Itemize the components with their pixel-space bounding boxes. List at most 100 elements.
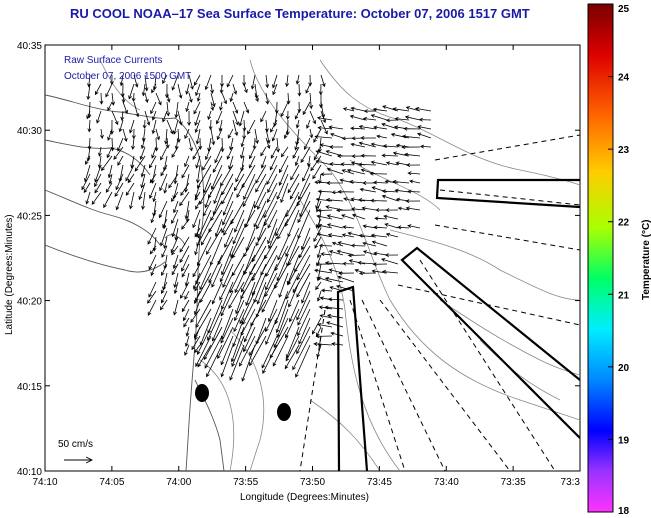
current-vector <box>149 155 157 169</box>
current-vector <box>192 272 201 290</box>
current-vector <box>160 146 168 161</box>
y-axis-ticks: 40:35 40:30 40:25 40:20 40:15 40:10 <box>17 41 580 478</box>
current-vector <box>216 128 223 141</box>
current-vector <box>318 243 333 248</box>
current-vector <box>358 271 377 276</box>
current-vector <box>217 326 234 360</box>
current-vector <box>265 317 278 345</box>
current-vector <box>243 236 256 258</box>
current-vector <box>196 326 212 355</box>
current-vector <box>297 308 311 337</box>
current-vector <box>229 344 245 381</box>
overlay-currents-time: October 07, 2006 1500 GMT <box>64 71 191 82</box>
current-vector <box>419 144 432 149</box>
current-vector <box>328 125 344 130</box>
current-vector <box>392 179 410 184</box>
current-vector <box>155 128 160 141</box>
current-vector <box>362 241 377 247</box>
current-vector <box>211 317 223 342</box>
y-tick-label: 40:20 <box>17 297 42 308</box>
current-vector <box>314 134 333 139</box>
current-vector <box>125 164 135 182</box>
current-vector <box>87 119 92 133</box>
current-vector <box>310 155 322 172</box>
current-vector <box>316 232 333 238</box>
current-vector <box>100 155 113 172</box>
station-marker <box>277 403 291 421</box>
current-vector <box>267 209 278 229</box>
current-vector <box>188 137 193 152</box>
current-vector <box>111 110 119 126</box>
current-vector <box>219 101 223 111</box>
current-vector <box>248 146 256 160</box>
current-vector <box>303 137 311 151</box>
current-vector <box>250 74 256 90</box>
current-vector <box>253 200 267 228</box>
current-vector <box>83 182 91 194</box>
current-vector <box>384 179 399 184</box>
current-vector <box>315 150 333 157</box>
current-vector <box>212 155 223 173</box>
current-vector <box>260 155 267 169</box>
current-vector <box>354 268 366 274</box>
current-vector <box>210 128 216 146</box>
current-vector <box>270 119 278 133</box>
current-vector <box>285 227 300 257</box>
current-vector <box>342 225 355 230</box>
current-vector <box>390 132 410 139</box>
current-vector <box>184 155 190 168</box>
x-tick-label: 73:55 <box>233 477 258 488</box>
current-vector <box>121 92 126 104</box>
current-vector <box>99 92 104 105</box>
current-vector <box>127 173 135 184</box>
current-vector <box>181 254 190 272</box>
current-vector <box>349 179 366 184</box>
current-vector <box>219 83 224 94</box>
current-vector <box>256 281 267 305</box>
current-vector <box>324 276 344 283</box>
current-vector <box>296 272 311 298</box>
current-vector <box>329 145 343 149</box>
current-vector <box>159 173 168 192</box>
current-vector <box>199 263 212 291</box>
current-vector <box>294 137 300 151</box>
current-vector <box>147 227 157 245</box>
radar-dashed-lines <box>299 134 580 471</box>
current-vector <box>179 236 190 253</box>
current-vector <box>152 191 157 203</box>
current-vector <box>287 245 300 266</box>
current-vector <box>315 159 333 166</box>
current-vector <box>223 218 234 236</box>
current-vector <box>188 74 194 90</box>
current-vector <box>140 164 146 178</box>
current-vector <box>266 182 278 203</box>
current-vector <box>233 308 245 333</box>
current-vector <box>134 155 146 172</box>
current-vector <box>159 299 168 311</box>
colorbar-ticks: 25 24 23 22 21 20 19 18 <box>608 3 630 517</box>
current-vector <box>107 101 113 112</box>
current-vector <box>193 299 201 316</box>
current-vector <box>151 83 157 94</box>
current-vector <box>309 92 314 110</box>
current-vector <box>328 250 344 256</box>
current-vector <box>249 335 267 367</box>
current-vector <box>173 272 179 289</box>
current-vector <box>267 173 278 194</box>
current-vector <box>208 119 213 131</box>
current-vector <box>151 110 157 121</box>
current-vector <box>268 227 278 250</box>
current-vector <box>129 119 135 134</box>
current-vector <box>317 223 333 229</box>
current-vector <box>401 134 421 139</box>
current-vector <box>254 92 259 102</box>
current-vector <box>403 126 421 131</box>
current-vector <box>297 299 311 326</box>
current-vector <box>276 173 289 200</box>
current-vector <box>158 200 168 219</box>
current-vector <box>312 317 322 335</box>
current-vector <box>276 254 289 282</box>
current-vector <box>113 146 124 160</box>
current-vector <box>179 245 190 264</box>
current-vector <box>265 137 271 149</box>
